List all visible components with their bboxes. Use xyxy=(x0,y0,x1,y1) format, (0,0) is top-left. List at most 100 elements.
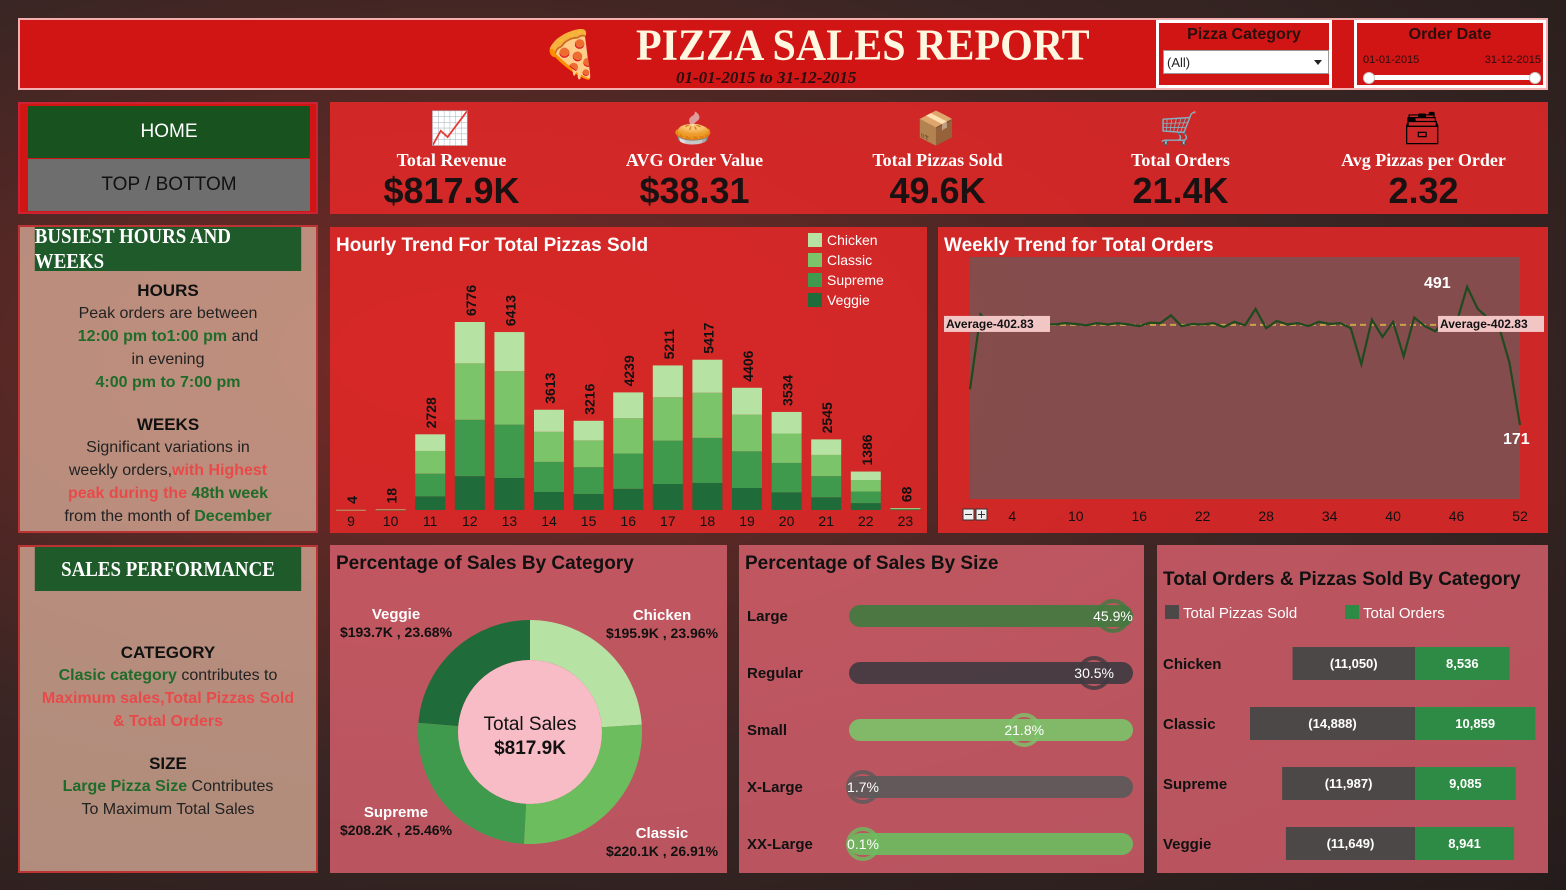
orders-category-label: Chicken xyxy=(1163,656,1221,673)
category-filter: Pizza Category (All) xyxy=(1156,20,1332,88)
pizzas-sold-bar xyxy=(1250,707,1415,740)
bar-segment-veggie xyxy=(613,488,644,510)
x-tick-label: 14 xyxy=(541,513,557,529)
bar-segment-classic xyxy=(573,440,604,468)
weeks-text-4: from the month of December xyxy=(20,505,316,528)
bar-segment-veggie xyxy=(850,503,881,510)
x-tick-label: 52 xyxy=(1512,508,1528,524)
kpi-card: 🥧 AVG Order Value $38.31 xyxy=(573,102,816,214)
x-tick-label: 21 xyxy=(818,513,834,529)
bar-value-label: 4 xyxy=(344,496,360,504)
bar-segment-chicken xyxy=(375,509,406,511)
legend-label: Chicken xyxy=(827,232,878,248)
pie-slice-chicken xyxy=(530,620,642,728)
hours-peak-2: 4:00 pm to 7:00 pm xyxy=(95,374,241,391)
hourly-bar xyxy=(494,332,525,510)
bar-segment-chicken xyxy=(652,365,683,398)
hourly-bar xyxy=(534,409,564,510)
bar-segment-supreme xyxy=(771,462,802,493)
hourly-chart: 4 9 18 10 2728 11 6776 12 6413 13 3613 14 3216 15 4239… xyxy=(336,232,921,529)
bar-value-label: 18 xyxy=(384,488,400,504)
bar-value-label: 5211 xyxy=(661,329,677,360)
x-tick-label: 20 xyxy=(779,513,795,529)
x-tick-label: 11 xyxy=(423,513,438,529)
orders-category-label: Veggie xyxy=(1163,836,1211,853)
size-category-label: Regular xyxy=(747,665,803,682)
date-end: 31-12-2015 xyxy=(1484,54,1541,66)
sales-performance-heading: SALES PERFORMANCE xyxy=(34,547,302,591)
category-select[interactable]: (All) xyxy=(1163,50,1329,74)
legend-label: Total Orders xyxy=(1363,605,1445,622)
x-tick-label: 19 xyxy=(739,513,755,529)
average-label-bg xyxy=(944,315,1050,332)
bar-segment-classic xyxy=(415,450,446,474)
cart-icon: 🛒 xyxy=(1159,110,1199,146)
home-button[interactable]: HOME xyxy=(28,106,310,158)
header: 🍕 PIZZA SALES REPORT 01-01-2015 to 31-12… xyxy=(18,18,1548,90)
weekly-orders-line xyxy=(968,283,1522,426)
date-range-slider[interactable] xyxy=(1363,72,1541,84)
category-pie-title: Percentage of Sales By Category xyxy=(336,553,634,574)
x-tick-label: 22 xyxy=(858,513,874,529)
x-tick-label: 12 xyxy=(462,513,478,529)
x-tick-label: 13 xyxy=(502,513,518,529)
weeks-text-2: weekly orders,with Highest xyxy=(20,459,316,482)
pie-slice-supreme xyxy=(418,722,527,844)
bar-segment-veggie xyxy=(573,493,604,510)
size-text-2: To Maximum Total Sales xyxy=(81,801,255,818)
bar-segment-classic xyxy=(771,433,802,463)
pizzas-sold-bar xyxy=(1285,827,1415,860)
orders-value: 10,859 xyxy=(1455,716,1495,731)
bar-segment-chicken xyxy=(494,332,525,372)
bar-segment-chicken xyxy=(454,322,485,364)
orders-bar xyxy=(1415,707,1536,740)
bar-segment-supreme xyxy=(494,424,525,478)
pizzas-sold-bar xyxy=(1282,767,1415,800)
category-select-value: (All) xyxy=(1167,55,1191,70)
chevron-down-icon[interactable] xyxy=(1314,60,1322,65)
hourly-bar xyxy=(573,420,604,510)
x-tick-label: 46 xyxy=(1449,508,1465,524)
bar-segment-veggie xyxy=(732,487,762,510)
slice-name-label: Veggie xyxy=(372,606,420,623)
hourly-bar xyxy=(336,509,366,511)
bar-segment-classic xyxy=(811,454,842,477)
bar-segment-supreme xyxy=(732,451,762,488)
hours-peak-1: 12:00 pm to1:00 pm xyxy=(77,328,228,345)
slider-start-handle[interactable] xyxy=(1363,72,1375,84)
bar-segment-classic xyxy=(732,414,762,452)
money-chart-icon: 📈 xyxy=(430,110,470,146)
slice-name-label: Classic xyxy=(636,825,689,842)
donut-center xyxy=(458,660,602,804)
pizza-box-stack-icon: 🗃 xyxy=(1402,110,1443,146)
x-tick-label: 16 xyxy=(620,513,636,529)
bar-segment-chicken xyxy=(336,509,366,511)
bar-value-label: 2545 xyxy=(819,402,835,433)
bar-value-label: 5417 xyxy=(700,322,716,353)
category-text-2: Maximum sales,Total Pizzas Sold xyxy=(41,690,295,707)
kpi-strip: 📈 Total Revenue $817.9K 🥧 AVG Order Value… xyxy=(330,102,1548,214)
top-bottom-button[interactable]: TOP / BOTTOM xyxy=(28,159,310,211)
bar-value-label: 4406 xyxy=(740,350,756,381)
orders-value: 9,085 xyxy=(1449,776,1482,791)
page-title: PIZZA SALES REPORT xyxy=(636,21,1090,71)
bar-segment-veggie xyxy=(890,509,921,511)
slider-end-handle[interactable] xyxy=(1529,72,1541,84)
busiest-body: HOURS Peak orders are between 12:00 pm t… xyxy=(20,279,316,528)
kpi-value: 49.6K xyxy=(889,170,986,211)
bar-segment-veggie xyxy=(692,482,723,510)
x-tick-label: 40 xyxy=(1385,508,1401,524)
date-range-labels: 01-01-2015 31-12-2015 xyxy=(1363,54,1541,66)
bar-value-label: 3613 xyxy=(542,372,558,403)
zoom-controls[interactable] xyxy=(962,508,988,521)
orders-category-label: Classic xyxy=(1163,716,1216,733)
date-range-subtitle: 01-01-2015 to 31-12-2015 xyxy=(676,68,857,87)
hourly-bar xyxy=(890,508,921,511)
x-tick-label: 22 xyxy=(1195,508,1211,524)
kpi-card: 📈 Total Revenue $817.9K xyxy=(330,102,573,214)
pie-slice-classic xyxy=(523,724,642,844)
busiest-hours-panel: BUSIEST HOURS AND WEEKS HOURS Peak order… xyxy=(18,224,318,533)
orders-bar xyxy=(1415,767,1516,800)
navigation-panel: HOME TOP / BOTTOM xyxy=(18,102,318,214)
size-category-label: XX-Large xyxy=(747,836,813,853)
